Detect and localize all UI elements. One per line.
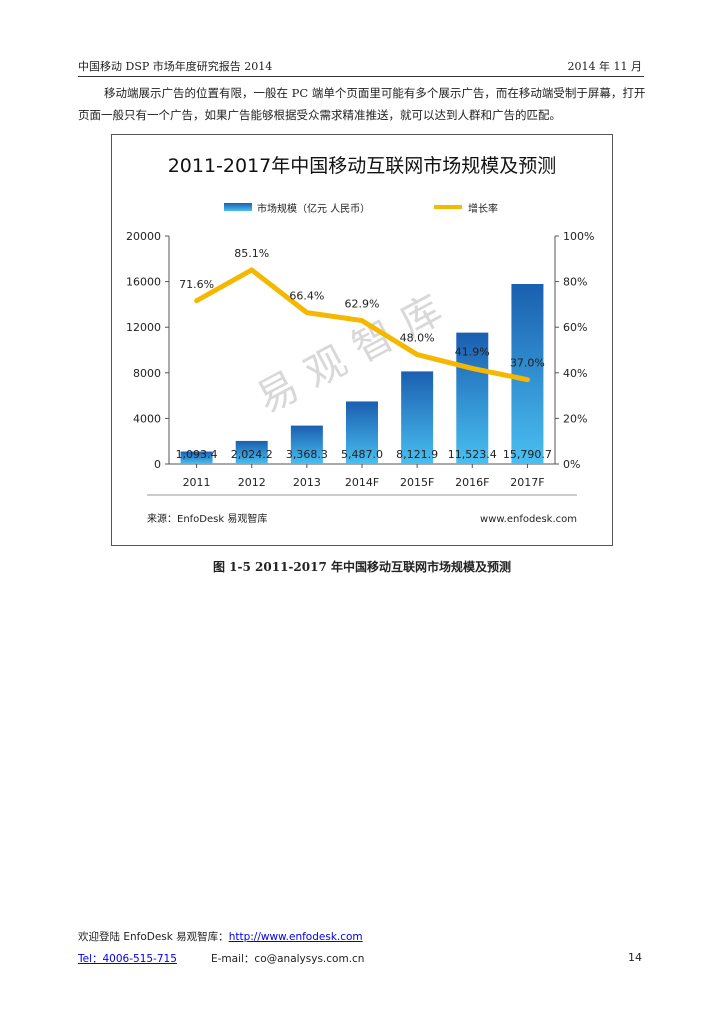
header-rule [78, 76, 644, 77]
bar [235, 440, 268, 464]
bar-value-label: 11,523.4 [448, 448, 497, 461]
footer-tel: Tel：4006-515-715 [78, 951, 177, 966]
legend-line-label: 增长率 [468, 202, 498, 215]
x-tick-label: 2017F [510, 476, 544, 489]
x-tick-label: 2014F [345, 476, 379, 489]
growth-label: 37.0% [510, 357, 545, 370]
growth-label: 85.1% [234, 247, 269, 260]
x-tick-label: 2013 [293, 476, 321, 489]
growth-label: 48.0% [400, 332, 435, 345]
footer-tel-link[interactable]: Tel：4006-515-715 [78, 953, 177, 965]
y-right-tick-label: 40% [563, 367, 587, 380]
chart-frame: 2011-2017年中国移动互联网市场规模及预测 市场规模（亿元 人民币） 增长率易… [111, 134, 613, 546]
growth-label: 66.4% [289, 290, 324, 303]
bar-value-label: 1,093.4 [176, 448, 218, 461]
bar [401, 371, 434, 464]
bar-value-label: 8,121.9 [396, 448, 438, 461]
bar-value-label: 5,487.0 [341, 448, 383, 461]
bar [456, 332, 489, 464]
header-date: 2014 年 11 月 [567, 60, 642, 73]
x-tick-label: 2015F [400, 476, 434, 489]
y-left-tick-label: 12000 [126, 321, 161, 334]
bar [346, 401, 378, 464]
legend-bar-swatch [224, 203, 252, 211]
y-left-tick-label: 16000 [126, 276, 161, 289]
header-title: 中国移动 DSP 市场年度研究报告 2014 [78, 60, 273, 73]
bar [180, 451, 213, 464]
growth-label: 71.6% [179, 278, 214, 291]
bar-value-label: 3,368.3 [286, 448, 328, 461]
bar-value-label: 2,024.2 [231, 448, 273, 461]
bar [511, 283, 544, 464]
footer-email: E-mail：co@analysys.com.cn [211, 953, 365, 965]
growth-label: 41.9% [455, 345, 490, 358]
y-right-tick-label: 100% [563, 230, 594, 243]
y-left-tick-label: 8000 [133, 367, 161, 380]
y-right-tick-label: 80% [563, 276, 587, 289]
bar [290, 425, 323, 464]
x-tick-label: 2011 [183, 476, 211, 489]
footer-welcome-text: 欢迎登陆 EnfoDesk 易观智库： [78, 931, 229, 943]
chart-title: 2011-2017年中国移动互联网市场规模及预测 [168, 155, 557, 177]
source-site: www.enfodesk.com [480, 514, 577, 525]
y-right-tick-label: 0% [563, 458, 580, 471]
y-right-tick-label: 20% [563, 412, 587, 425]
source-text: 来源：EnfoDesk 易观智库 [147, 512, 267, 525]
y-right-tick-label: 60% [563, 321, 587, 334]
growth-label: 62.9% [345, 298, 380, 311]
y-left-tick-label: 0 [154, 458, 161, 471]
footer-url-link[interactable]: http://www.enfodesk.com [228, 931, 363, 943]
body-paragraph: 移动端展示广告的位置有限，一般在 PC 端单个页面里可能有多个展示广告，而在移动… [78, 86, 646, 122]
footer-welcome: 欢迎登陆 EnfoDesk 易观智库：http://www.enfodesk.c… [78, 929, 363, 944]
bar-value-label: 15,790.7 [503, 448, 552, 461]
x-tick-label: 2016F [455, 476, 489, 489]
y-left-tick-label: 4000 [133, 412, 161, 425]
legend-bar-label: 市场规模（亿元 人民币） [257, 202, 370, 215]
figure-caption: 图 1-5 2011-2017 年中国移动互联网市场规模及预测 [213, 560, 511, 574]
x-tick-label: 2012 [238, 476, 266, 489]
page-number: 14 [628, 951, 642, 964]
y-left-tick-label: 20000 [126, 230, 161, 243]
